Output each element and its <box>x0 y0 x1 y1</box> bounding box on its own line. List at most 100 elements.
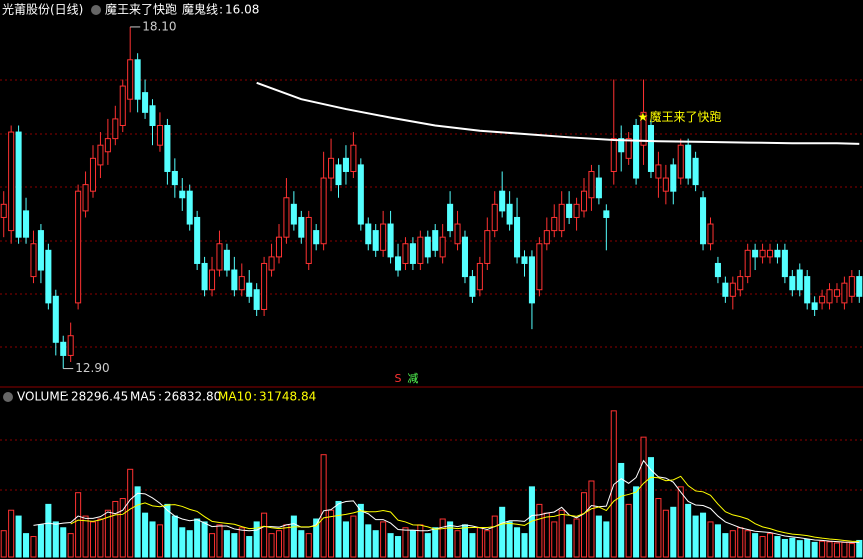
volume-bar <box>387 533 394 558</box>
volume-bar <box>685 503 692 558</box>
annotation: 魔王来了快跑 <box>650 109 722 124</box>
candle-body <box>104 138 111 153</box>
demon-line-name: 魔鬼线 <box>182 2 218 17</box>
candle-body <box>253 289 260 310</box>
candle-body <box>142 92 149 113</box>
volume-bar <box>342 521 349 558</box>
volume-bar <box>729 530 736 558</box>
volume-bar <box>253 521 260 558</box>
candle-body <box>357 164 364 225</box>
annotation: 18.10 <box>142 19 176 33</box>
candle-body <box>447 203 454 232</box>
candle-body <box>826 289 833 304</box>
candle-body <box>491 203 498 232</box>
volume-bar <box>357 503 364 558</box>
volume-bar <box>476 527 483 558</box>
volume-bar <box>171 515 178 558</box>
candle-body <box>469 276 476 297</box>
candle-body <box>119 85 126 126</box>
volume-bar <box>722 533 729 558</box>
volume-bar <box>580 492 588 558</box>
volume-bar <box>372 530 379 558</box>
candle-body <box>499 190 506 212</box>
volume-bar <box>283 524 290 558</box>
candle-body <box>313 230 320 245</box>
volume-bar <box>789 537 796 558</box>
volume-bar <box>447 521 454 558</box>
volume-bar <box>618 462 625 558</box>
colon: : <box>158 390 162 404</box>
volume-bar <box>298 530 305 558</box>
volume-bar <box>759 536 766 558</box>
candle-body <box>603 210 610 218</box>
volume-bar <box>700 512 707 558</box>
colon: : <box>65 390 69 404</box>
candle-body <box>194 216 201 264</box>
volume-bar <box>536 503 543 558</box>
volume-bar <box>350 515 357 558</box>
candle-body <box>179 190 186 199</box>
candle-body <box>618 138 625 153</box>
volume-bar <box>826 541 833 558</box>
volume-bar <box>23 533 30 558</box>
volume-bar <box>573 518 580 558</box>
volume-bar <box>119 498 126 558</box>
volume-bar <box>394 536 402 558</box>
candle-body <box>112 118 119 140</box>
candle-body <box>528 256 535 304</box>
volume-bar <box>588 480 595 558</box>
indicator-name: 魔王来了快跑 <box>105 2 177 17</box>
volume-bar <box>811 541 818 558</box>
candle-body <box>588 170 595 199</box>
candle-body <box>566 203 573 218</box>
volume-bar <box>484 530 491 558</box>
candle-body <box>841 282 848 304</box>
volume-bar <box>186 530 193 558</box>
volume-bar <box>841 541 848 558</box>
candle-body <box>350 144 357 172</box>
candle-body <box>677 144 684 179</box>
candle-body <box>461 236 469 278</box>
volume-bar <box>320 454 327 558</box>
candle-body <box>275 236 283 258</box>
ma10-name: MA10 <box>218 390 252 404</box>
candle-body <box>707 223 714 245</box>
volume-name: VOLUME <box>17 390 67 404</box>
volume-bar <box>231 533 238 558</box>
volume-bar <box>439 518 446 558</box>
grid <box>0 79 863 491</box>
volume-bar <box>647 457 654 558</box>
candle-body <box>97 144 104 166</box>
candle-body <box>633 124 640 179</box>
volume-bar <box>127 468 134 558</box>
volume-bar <box>514 527 521 558</box>
candle-body <box>722 282 729 297</box>
candle-body <box>848 276 855 297</box>
volume-bar <box>707 521 714 558</box>
candle-body <box>216 243 223 271</box>
candle-body <box>156 124 163 146</box>
candle-body <box>774 249 781 258</box>
candle-body <box>521 256 528 264</box>
candle-body <box>580 190 588 212</box>
volume-bar <box>677 486 684 558</box>
volume-bar <box>454 530 461 558</box>
volume-bar <box>819 540 826 558</box>
demon-line <box>256 81 860 145</box>
menu-icon[interactable] <box>3 392 13 402</box>
candle-body <box>75 190 82 304</box>
volume-bar <box>216 524 223 558</box>
candle-body <box>127 59 134 100</box>
volume-bar <box>692 515 699 558</box>
candle-body <box>82 184 89 212</box>
volume-bar <box>603 521 610 558</box>
candle-body <box>231 269 238 291</box>
colon: : <box>253 390 257 404</box>
candle-body <box>833 289 840 297</box>
menu-icon[interactable] <box>91 5 101 15</box>
volume-bar <box>149 521 156 558</box>
volume-bar <box>499 506 506 558</box>
volume-bar <box>275 530 283 558</box>
volume-bar <box>528 486 535 558</box>
candle-body <box>766 249 774 258</box>
